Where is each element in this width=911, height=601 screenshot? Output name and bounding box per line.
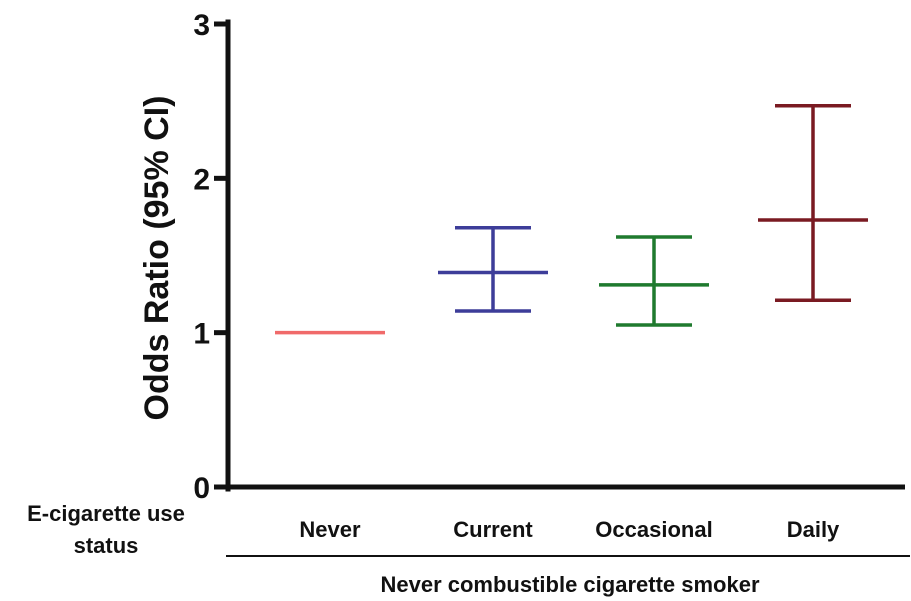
error-bar-daily xyxy=(758,104,868,303)
y-tick-label: 2 xyxy=(193,163,210,196)
row-label-line-1: E-cigarette use xyxy=(27,501,185,526)
row-label-line-2: status xyxy=(74,533,139,558)
category-labels: Never Current Occasional Daily xyxy=(299,517,840,542)
axes xyxy=(225,19,905,492)
error-bar-current xyxy=(438,225,548,313)
y-axis-label: Odds Ratio (95% CI) xyxy=(138,96,176,421)
y-tick-label: 1 xyxy=(193,318,210,351)
category-label-never: Never xyxy=(299,517,361,542)
category-label-occasional: Occasional xyxy=(595,517,712,542)
group-label: Never combustible cigarette smoker xyxy=(380,572,759,597)
y-ticks: 0 1 2 3 xyxy=(193,9,228,505)
category-label-daily: Daily xyxy=(787,517,840,542)
category-label-current: Current xyxy=(453,517,533,542)
y-tick-label: 0 xyxy=(193,472,210,505)
error-bar-occasional xyxy=(599,235,709,327)
error-bars xyxy=(275,104,868,335)
y-tick-label: 3 xyxy=(193,9,210,42)
